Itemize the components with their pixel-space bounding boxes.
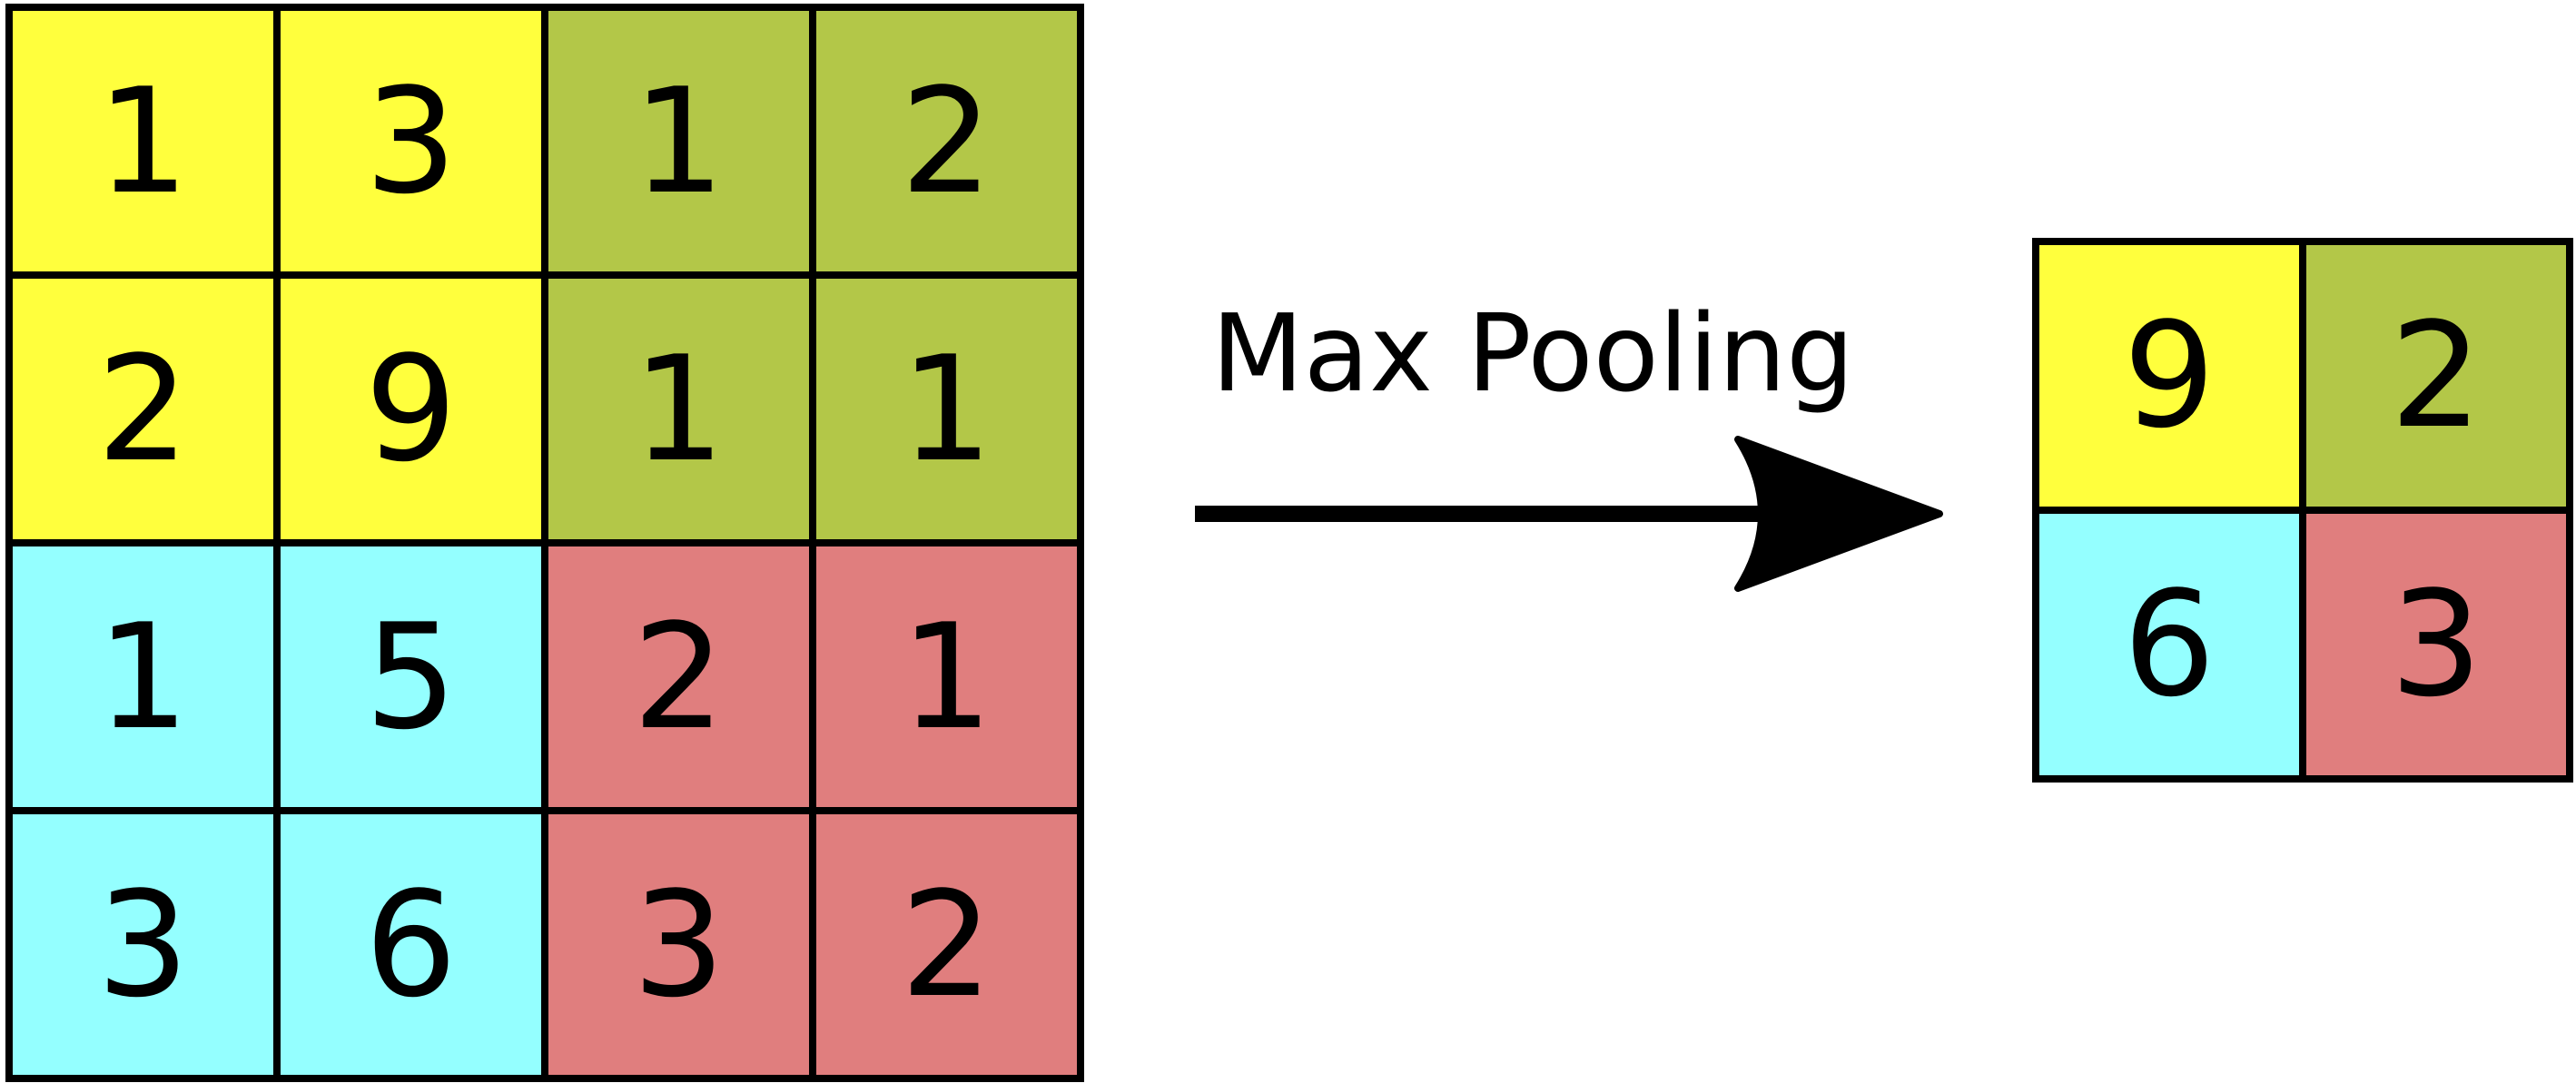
input-cell-r1-c2: 3 [281, 11, 541, 271]
input-cell-r4-c4: 2 [816, 814, 1077, 1075]
input-cell-r1-c3: 1 [548, 11, 809, 271]
input-cell-r3-c1: 1 [13, 546, 273, 807]
input-matrix: 1 3 1 2 2 9 1 1 1 5 2 1 3 6 3 2 [5, 4, 1084, 1082]
output-cell-r2-c2: 3 [2306, 514, 2566, 775]
input-cell-r2-c2: 9 [281, 279, 541, 539]
input-cell-r2-c3: 1 [548, 279, 809, 539]
input-cell-r4-c1: 3 [13, 814, 273, 1075]
input-cell-r4-c3: 3 [548, 814, 809, 1075]
operation-label: Max Pooling [1211, 290, 1855, 416]
input-cell-r4-c2: 6 [281, 814, 541, 1075]
input-cell-r2-c4: 1 [816, 279, 1077, 539]
output-matrix: 9 2 6 3 [2032, 238, 2573, 783]
output-cell-r2-c1: 6 [2039, 514, 2299, 775]
input-cell-r1-c1: 1 [13, 11, 273, 271]
input-cell-r3-c3: 2 [548, 546, 809, 807]
output-cell-r1-c1: 9 [2039, 245, 2299, 507]
output-cell-r1-c2: 2 [2306, 245, 2566, 507]
right-arrow-icon [1195, 436, 1943, 592]
input-cell-r1-c4: 2 [816, 11, 1077, 271]
input-cell-r3-c4: 1 [816, 546, 1077, 807]
input-cell-r2-c1: 2 [13, 279, 273, 539]
arrow-head [1734, 436, 1943, 592]
input-cell-r3-c2: 5 [281, 546, 541, 807]
